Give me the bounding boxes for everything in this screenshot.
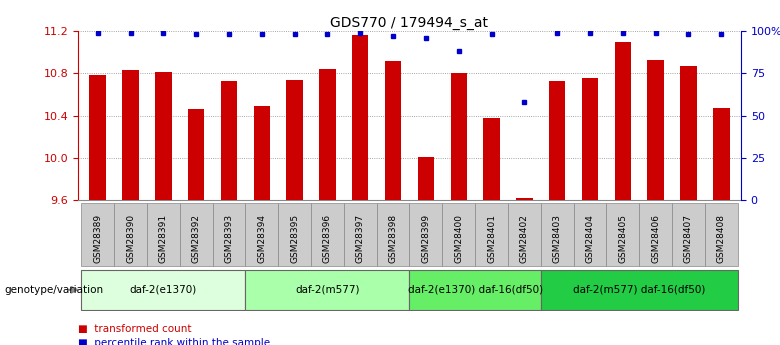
Bar	[582, 78, 598, 200]
Bar	[385, 61, 401, 200]
Text: GSM28398: GSM28398	[388, 214, 398, 263]
Text: GSM28397: GSM28397	[356, 214, 365, 263]
Bar	[640, 203, 672, 266]
Bar	[246, 270, 410, 310]
Text: GSM28391: GSM28391	[159, 214, 168, 263]
Bar	[410, 203, 442, 266]
Bar	[647, 60, 664, 200]
Bar	[254, 106, 270, 200]
Bar	[516, 198, 533, 200]
Bar	[344, 203, 377, 266]
Bar	[90, 76, 106, 200]
Bar	[475, 203, 508, 266]
Bar	[122, 70, 139, 200]
Bar	[705, 203, 738, 266]
Bar	[81, 270, 246, 310]
Text: GSM28395: GSM28395	[290, 214, 299, 263]
Bar	[615, 42, 631, 200]
Bar	[147, 203, 179, 266]
Text: GSM28392: GSM28392	[192, 214, 200, 263]
Text: daf-2(m577): daf-2(m577)	[295, 285, 360, 295]
Bar	[179, 203, 213, 266]
Text: GSM28407: GSM28407	[684, 214, 693, 263]
Bar	[286, 80, 303, 200]
Bar	[377, 203, 410, 266]
Bar	[246, 203, 278, 266]
Bar	[410, 270, 541, 310]
Text: ■  percentile rank within the sample: ■ percentile rank within the sample	[78, 338, 270, 345]
Bar	[549, 81, 566, 200]
Text: daf-2(m577) daf-16(df50): daf-2(m577) daf-16(df50)	[573, 285, 705, 295]
Bar	[541, 270, 738, 310]
Text: GSM28401: GSM28401	[487, 214, 496, 263]
Title: GDS770 / 179494_s_at: GDS770 / 179494_s_at	[331, 16, 488, 30]
Text: GSM28402: GSM28402	[520, 214, 529, 263]
Text: GSM28390: GSM28390	[126, 214, 135, 263]
Bar	[213, 203, 246, 266]
Bar	[221, 81, 237, 200]
Bar	[573, 203, 606, 266]
Text: GSM28400: GSM28400	[454, 214, 463, 263]
Text: GSM28394: GSM28394	[257, 214, 266, 263]
Bar	[114, 203, 147, 266]
Text: GSM28406: GSM28406	[651, 214, 660, 263]
Bar	[278, 203, 311, 266]
Text: GSM28405: GSM28405	[619, 214, 627, 263]
Bar	[508, 203, 541, 266]
Bar	[672, 203, 705, 266]
Text: GSM28403: GSM28403	[553, 214, 562, 263]
Text: GSM28396: GSM28396	[323, 214, 332, 263]
Bar	[155, 72, 172, 200]
Text: GSM28389: GSM28389	[93, 214, 102, 263]
Bar	[188, 109, 204, 200]
Text: ■  transformed count: ■ transformed count	[78, 325, 192, 334]
Bar	[713, 108, 729, 200]
Bar	[418, 157, 434, 200]
Bar	[541, 203, 573, 266]
Bar	[81, 203, 114, 266]
Bar	[606, 203, 640, 266]
Bar	[352, 35, 368, 200]
Text: GSM28404: GSM28404	[586, 214, 594, 263]
Bar	[451, 73, 467, 200]
Text: daf-2(e1370) daf-16(df50): daf-2(e1370) daf-16(df50)	[408, 285, 543, 295]
Bar	[680, 66, 697, 200]
Bar	[484, 118, 500, 200]
Text: GSM28399: GSM28399	[421, 214, 431, 263]
Bar	[442, 203, 475, 266]
Text: GSM28393: GSM28393	[225, 214, 233, 263]
Text: GSM28408: GSM28408	[717, 214, 726, 263]
Text: genotype/variation: genotype/variation	[4, 285, 103, 295]
Text: daf-2(e1370): daf-2(e1370)	[129, 285, 197, 295]
Bar	[319, 69, 335, 200]
Bar	[311, 203, 344, 266]
